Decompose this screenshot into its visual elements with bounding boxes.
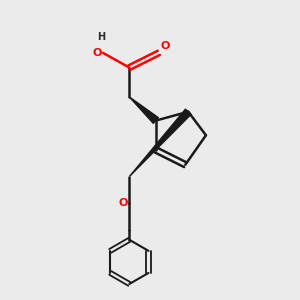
- Text: O: O: [160, 41, 170, 51]
- Text: O: O: [92, 48, 101, 58]
- Polygon shape: [129, 109, 191, 176]
- Text: O: O: [118, 198, 128, 208]
- Polygon shape: [129, 97, 158, 123]
- Text: H: H: [98, 32, 106, 42]
